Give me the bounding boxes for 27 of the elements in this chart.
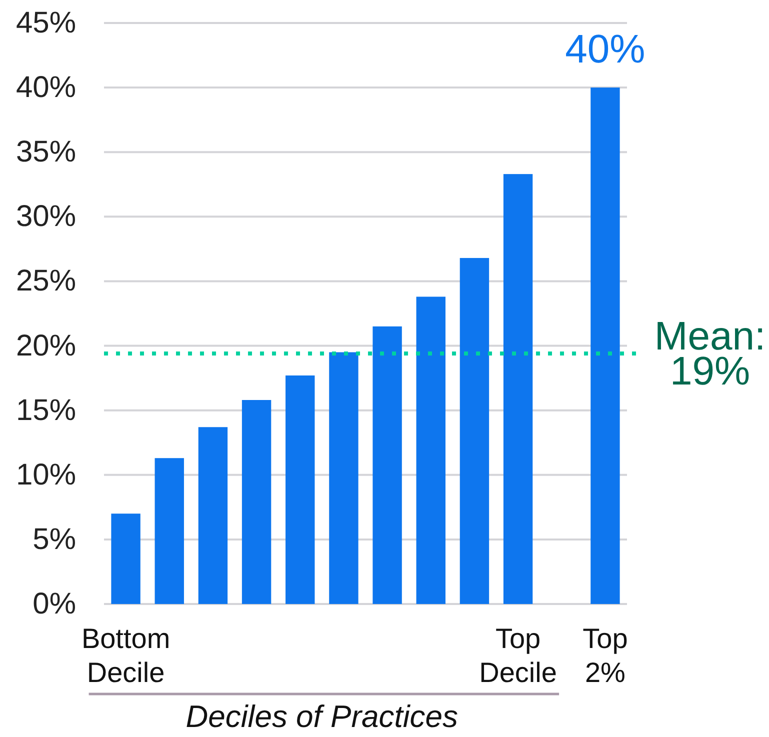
y-tick-label: 15%	[16, 394, 76, 427]
bar	[590, 88, 620, 604]
y-tick-label: 45%	[16, 6, 76, 40]
y-tick-label: 0%	[32, 588, 76, 620]
bar	[198, 427, 228, 604]
x-tick-label: Bottom Decile	[81, 623, 170, 688]
y-tick-label: 30%	[16, 200, 76, 234]
bar	[503, 174, 533, 604]
y-tick-label: 25%	[16, 264, 76, 298]
bar	[154, 458, 184, 604]
data-label: 40%	[565, 28, 646, 72]
bar	[372, 326, 402, 604]
ref-line-label: Mean: 19%	[654, 314, 766, 394]
y-tick-label: 5%	[32, 522, 76, 556]
x-tick-label: Top 2%	[582, 623, 628, 688]
bar	[111, 514, 140, 604]
bar	[416, 296, 446, 604]
x-axis-title: Deciles of Practices	[186, 699, 458, 734]
y-tick-label: 40%	[16, 71, 76, 104]
bar	[242, 400, 272, 604]
y-tick-label: 10%	[16, 458, 76, 492]
bar	[460, 258, 490, 604]
bar	[286, 375, 315, 604]
x-tick-label: Top Decile	[479, 623, 557, 688]
y-tick-label: 35%	[16, 136, 76, 169]
bar	[329, 352, 358, 604]
y-tick-label: 20%	[16, 329, 76, 362]
